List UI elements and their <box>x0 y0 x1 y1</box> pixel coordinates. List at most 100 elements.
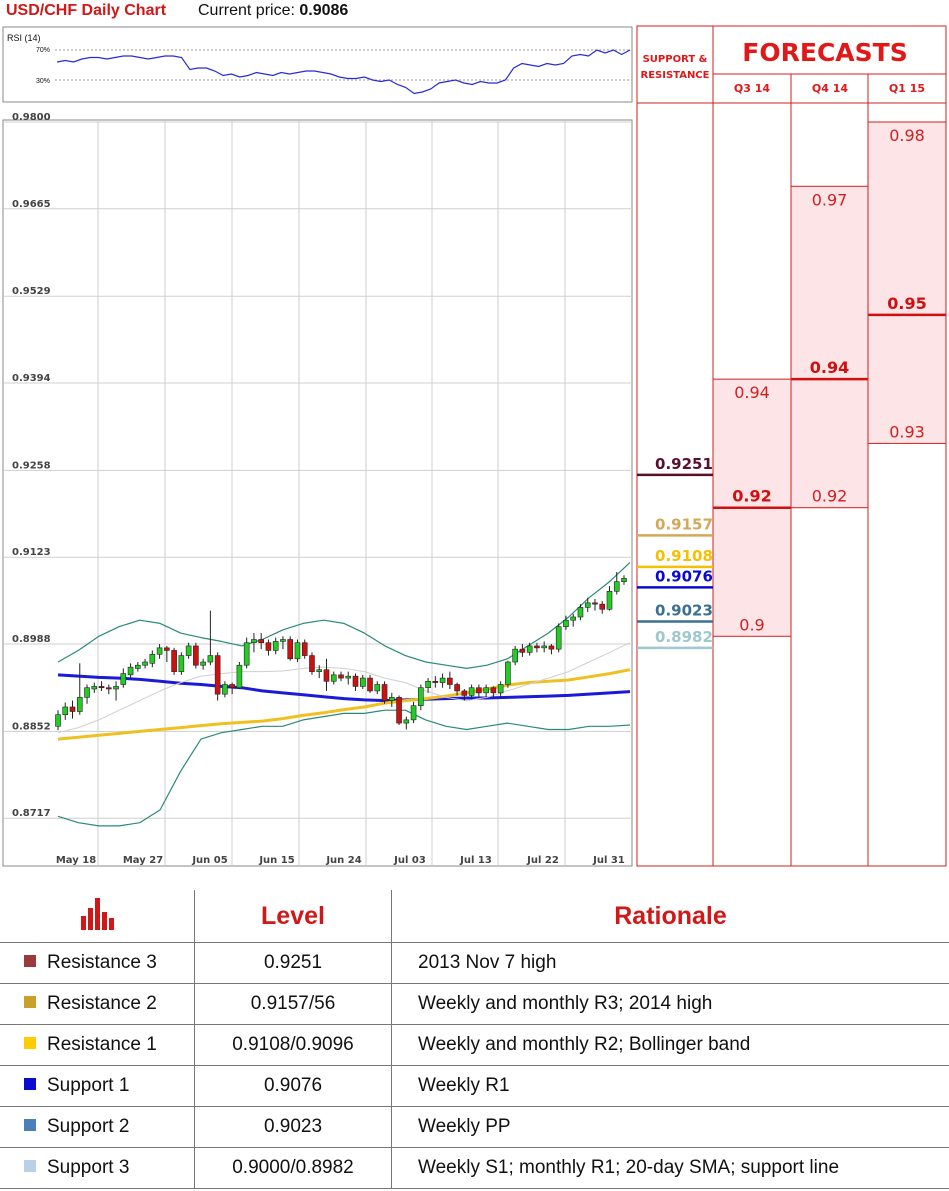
forecast-low-label: 0.92 <box>812 487 848 506</box>
table-header-icon-cell <box>0 890 195 943</box>
candle-body <box>563 619 569 627</box>
row-rationale: Weekly PP <box>391 1106 949 1148</box>
candle <box>265 639 272 656</box>
candle-body <box>164 647 170 651</box>
sr-level-label: 0.9108 <box>655 547 713 565</box>
candle-body <box>505 661 511 685</box>
candle-body <box>222 684 228 695</box>
row-rationale: Weekly and monthly R3; 2014 high <box>391 983 949 1025</box>
candle-body <box>388 697 395 701</box>
forecasts-title: FORECASTS <box>742 38 907 67</box>
candle <box>468 684 475 700</box>
candle-body <box>454 684 460 692</box>
candle-body <box>84 687 90 698</box>
candle-body <box>113 686 119 690</box>
x-tick-label: May 18 <box>56 855 96 866</box>
candle-body <box>541 645 547 649</box>
candle <box>91 682 98 693</box>
candle-body <box>62 706 69 716</box>
candle <box>570 613 577 627</box>
candle <box>62 702 69 720</box>
row-rationale: 2013 Nov 7 high <box>391 942 949 984</box>
row-name: Support 1 <box>47 1075 130 1096</box>
sr-level-label: 0.8982 <box>655 628 713 646</box>
x-tick-label: May 27 <box>123 855 163 866</box>
candle-body <box>570 616 577 621</box>
x-tick-label: Jun 24 <box>325 855 361 866</box>
candle-body <box>135 664 141 669</box>
y-tick-label: 0.9394 <box>12 373 51 384</box>
x-tick-label: Jul 22 <box>526 855 559 866</box>
candle <box>251 633 257 653</box>
row-name-cell: Resistance 2 <box>0 983 195 1025</box>
candle <box>563 615 569 630</box>
candle <box>164 645 170 662</box>
rsi-line <box>56 49 631 95</box>
x-tick-label: Jul 03 <box>393 855 426 866</box>
table-row: Support 2 0.9023 Weekly PP <box>0 1106 949 1148</box>
candle <box>599 600 606 614</box>
bar-chart-icon <box>81 898 114 930</box>
candle-body <box>621 578 627 582</box>
candle <box>425 678 431 693</box>
candle-body <box>330 674 337 682</box>
candle-body <box>127 666 134 676</box>
row-rationale: Weekly S1; monthly R1; 20-day SMA; suppo… <box>391 1147 949 1189</box>
candle-body <box>403 719 410 724</box>
row-name-cell: Support 2 <box>0 1106 195 1148</box>
candle <box>534 642 540 653</box>
candle-body <box>548 645 555 650</box>
candle-body <box>272 641 279 651</box>
row-name-cell: Resistance 1 <box>0 1024 195 1066</box>
candle <box>352 673 359 691</box>
candle <box>410 701 417 724</box>
current-price-value: 0.9086 <box>299 2 349 19</box>
chart-header: USD/CHF Daily Chart Current price: 0.908… <box>0 0 636 24</box>
candle <box>287 636 294 661</box>
candle-body <box>178 655 185 672</box>
candle <box>207 610 214 666</box>
sr-label-line2: RESISTANCE <box>641 70 710 81</box>
candle <box>476 684 482 698</box>
candle <box>113 681 119 701</box>
candle <box>577 604 584 621</box>
chart-title: USD/CHF Daily Chart <box>6 2 167 19</box>
candle-body <box>76 697 83 712</box>
row-rationale: Weekly R1 <box>391 1065 949 1107</box>
candle-body <box>323 669 330 682</box>
candle-body <box>338 674 344 679</box>
candle-body <box>534 645 540 649</box>
forecast-low-label: 0.9 <box>739 615 764 634</box>
sr-level-label: 0.9023 <box>655 602 713 620</box>
legend-swatch <box>24 954 36 967</box>
price-panel: 0.9800 0.9665 0.9529 0.9394 0.9258 0.9123 0.89… <box>2 112 633 867</box>
sr-level-label: 0.9076 <box>655 567 713 585</box>
table-row: Resistance 2 0.9157/56 Weekly and monthly … <box>0 983 949 1025</box>
y-tick-label: 0.9258 <box>12 460 51 471</box>
row-name-cell: Support 1 <box>0 1065 195 1107</box>
candle <box>613 572 620 595</box>
candle <box>512 645 518 666</box>
candle <box>418 684 424 711</box>
candle <box>214 652 221 701</box>
candle <box>76 663 83 715</box>
row-level: 0.9076 <box>194 1065 392 1107</box>
y-tick-label: 0.9665 <box>12 199 51 210</box>
legend-swatch <box>24 1036 36 1049</box>
candle <box>592 599 598 611</box>
candle-body <box>200 661 206 666</box>
candle <box>280 636 286 650</box>
candle <box>171 647 177 675</box>
candle-body <box>316 669 323 672</box>
table-row: Support 3 0.9000/0.8982 Weekly S1; monthly… <box>0 1147 949 1189</box>
indicator-line <box>57 673 631 703</box>
candle-body <box>193 645 199 666</box>
forecast-boxes: 0.94 0.92 0.9 0.97 0.94 0.92 0.98 0.95 0.93 <box>712 121 947 637</box>
legend-swatch <box>24 1077 36 1090</box>
candles <box>55 572 627 731</box>
legend-swatch <box>24 1159 36 1172</box>
candle-body <box>120 673 127 685</box>
candle <box>323 658 330 691</box>
candle-body <box>519 648 526 653</box>
candle <box>367 674 373 693</box>
